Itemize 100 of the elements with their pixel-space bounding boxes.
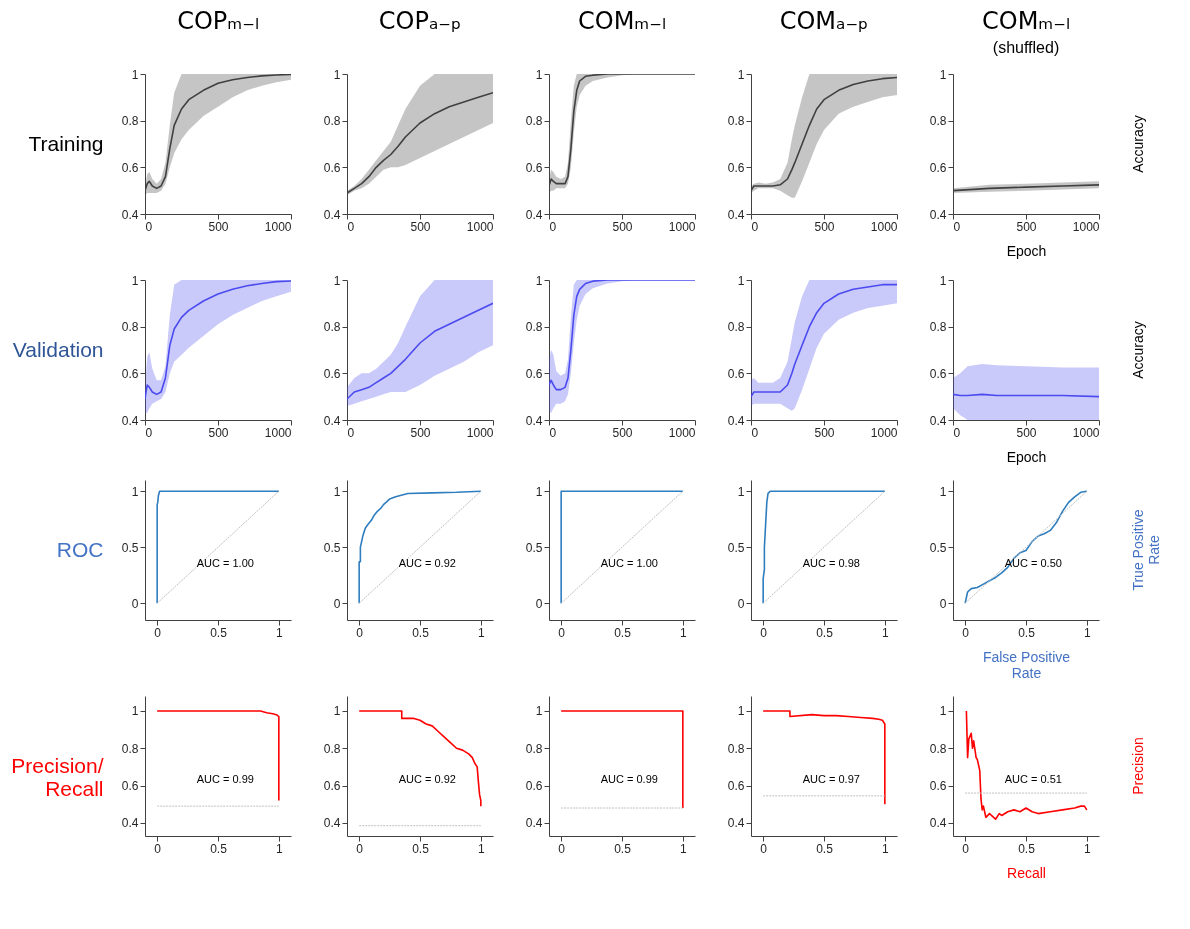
y-tick-label: 1 — [535, 67, 543, 82]
chart-title: COPₘ₋ₗ — [177, 7, 259, 35]
x-tick-label: 0 — [347, 219, 355, 234]
x-tick-label: 0.5 — [210, 625, 228, 640]
chart-title: COMₐ₋ₚ — [779, 7, 869, 35]
x-tick-label: 1 — [881, 841, 889, 856]
y-tick-label: 0.6 — [929, 779, 947, 794]
y-tick-label: 1 — [333, 273, 341, 288]
x-tick-label: 1 — [1083, 841, 1091, 856]
x-tick-label: 0 — [347, 425, 355, 440]
x-tick-label: 1000 — [870, 425, 898, 440]
y-tick-label: 0.8 — [525, 114, 543, 129]
y-tick-label: 0.6 — [727, 779, 745, 794]
annotation: AUC = 0.92 — [398, 773, 456, 785]
x-tick-label: 500 — [612, 219, 633, 234]
y-tick-label: 0.6 — [525, 366, 543, 381]
annotation: AUC = 0.97 — [802, 773, 860, 785]
x-tick-label: 0 — [558, 625, 566, 640]
annotation: AUC = 0.99 — [600, 773, 658, 785]
y-tick-label: 0 — [131, 596, 139, 611]
y-tick-label: 1 — [939, 484, 947, 499]
y-tick-label: 1 — [131, 704, 139, 719]
y-tick-label: 0.6 — [121, 779, 139, 794]
line-series — [347, 302, 493, 400]
y-tick-label: 0 — [737, 596, 745, 611]
y-tick-label: 0.8 — [121, 114, 139, 129]
annotation: AUC = 0.99 — [196, 773, 254, 785]
x-axis-title: Epoch — [1006, 448, 1047, 465]
x-tick-label: 0 — [145, 425, 153, 440]
x-axis-title: Recall — [1007, 864, 1046, 881]
y-tick-label: 0.6 — [323, 366, 341, 381]
annotation: AUC = 0.51 — [1004, 773, 1062, 785]
x-tick-label: 1 — [275, 625, 283, 640]
y-tick-label: 0.8 — [121, 320, 139, 335]
y-tick-label: 0.4 — [323, 413, 341, 428]
annotation: AUC = 1.00 — [196, 557, 254, 569]
x-tick-label: 0 — [145, 219, 153, 234]
chart-title: COMₘ₋ₗ — [982, 7, 1070, 35]
y-tick-label: 0.4 — [929, 413, 947, 428]
x-tick-label: 1000 — [870, 219, 898, 234]
annotation: AUC = 0.92 — [398, 557, 456, 569]
y-tick-label: 0.4 — [121, 207, 139, 222]
y-tick-label: 1 — [939, 273, 947, 288]
x-tick-label: 0 — [760, 841, 768, 856]
y-tick-label: 0.8 — [929, 741, 947, 756]
y-tick-label: 0.5 — [121, 540, 139, 555]
x-tick-label: 1 — [881, 625, 889, 640]
y-tick-label: 0.4 — [525, 816, 543, 831]
y-tick-label: 1 — [131, 273, 139, 288]
y-tick-label: 1 — [333, 67, 341, 82]
x-tick-label: 1000 — [466, 219, 494, 234]
x-tick-label: 500 — [814, 425, 835, 440]
y-axis-title: Precision/ Recall — [11, 753, 104, 800]
y-axis-title: Training — [28, 131, 104, 155]
x-tick-label: 0 — [154, 625, 162, 640]
y-tick-label: 0 — [535, 596, 543, 611]
y-tick-label: 0.8 — [121, 741, 139, 756]
y-tick-label: 0.4 — [525, 413, 543, 428]
line-series — [358, 710, 482, 807]
x-tick-label: 0.5 — [1018, 625, 1036, 640]
y-tick-label: 0 — [333, 596, 341, 611]
x-tick-label: 500 — [410, 425, 431, 440]
y-axis-title: Validation — [12, 337, 104, 361]
y-tick-label: 0.4 — [121, 413, 139, 428]
y-tick-label: 1 — [939, 67, 947, 82]
y-tick-label: 0.4 — [727, 413, 745, 428]
x-tick-label: 1 — [1083, 625, 1091, 640]
y-tick-label: 0 — [939, 596, 947, 611]
x-axis-title: False Positive Rate — [982, 648, 1071, 681]
y-tick-label: 0.5 — [727, 540, 745, 555]
y-tick-label: 0.6 — [525, 160, 543, 175]
y-tick-label: 0.8 — [323, 741, 341, 756]
y-tick-label: 1 — [737, 273, 745, 288]
x-tick-label: 1000 — [466, 425, 494, 440]
y-axis-title: True Positive Rate — [1130, 509, 1162, 591]
line-series — [965, 710, 1088, 820]
line-series — [156, 710, 280, 802]
y-tick-label: 0.8 — [525, 320, 543, 335]
x-tick-label: 1000 — [264, 425, 292, 440]
y-tick-label: 0.5 — [929, 540, 947, 555]
y-tick-label: 1 — [535, 704, 543, 719]
y-tick-label: 1 — [333, 484, 341, 499]
y-tick-label: 1 — [737, 484, 745, 499]
x-tick-label: 0.5 — [412, 841, 430, 856]
x-tick-label: 0 — [154, 841, 162, 856]
y-axis-title: Accuracy — [1130, 115, 1146, 173]
x-tick-label: 500 — [1016, 219, 1037, 234]
y-axis-title: Precision — [1130, 737, 1146, 795]
y-tick-label: 1 — [535, 484, 543, 499]
y-tick-label: 1 — [535, 273, 543, 288]
x-tick-label: 0 — [356, 841, 364, 856]
y-tick-label: 0.4 — [727, 816, 745, 831]
y-tick-label: 1 — [939, 704, 947, 719]
y-tick-label: 1 — [737, 704, 745, 719]
x-tick-label: 0 — [751, 219, 759, 234]
y-tick-label: 0.4 — [727, 207, 745, 222]
annotation: AUC = 0.98 — [802, 557, 860, 569]
y-tick-label: 0.8 — [727, 114, 745, 129]
y-tick-label: 1 — [737, 67, 745, 82]
y-tick-label: 0.4 — [929, 207, 947, 222]
